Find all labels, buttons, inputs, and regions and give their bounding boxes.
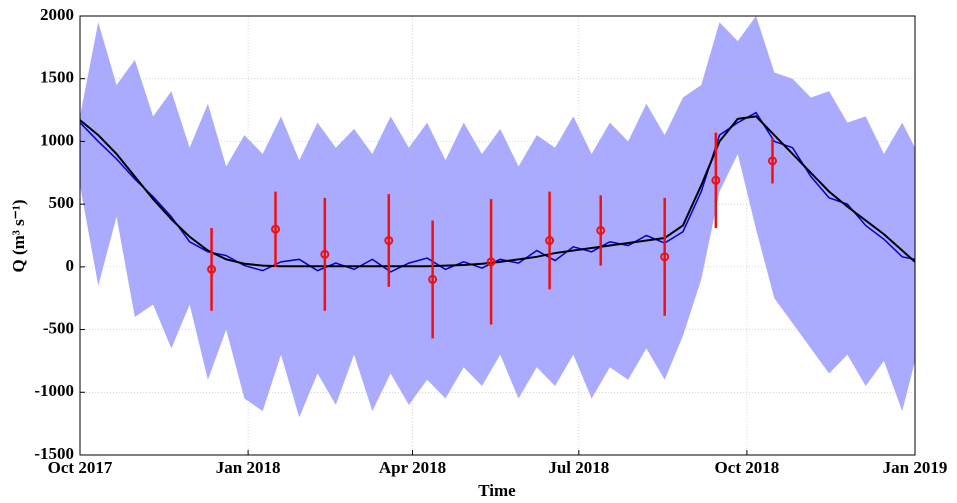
point [486, 257, 496, 267]
point [320, 249, 330, 259]
point [545, 236, 555, 246]
point [711, 175, 721, 185]
series-line [79, 111, 916, 273]
y-tick-label: 1500 [40, 68, 74, 87]
uncertainty-band [80, 16, 915, 418]
point [660, 252, 670, 262]
series-line [79, 115, 916, 268]
y-tick-label: 0 [66, 256, 75, 275]
y-tick-label: 2000 [40, 5, 74, 24]
x-tick-label: Apr 2018 [379, 458, 446, 477]
point [384, 236, 394, 246]
plot-frame [79, 15, 916, 456]
y-tick-label: 1000 [40, 130, 74, 149]
y-tick-label: -500 [43, 318, 74, 337]
x-tick-label: Oct 2017 [48, 458, 113, 477]
x-tick-label: Oct 2018 [715, 458, 780, 477]
point [428, 274, 438, 284]
point [271, 224, 281, 234]
y-axis-label: Q (m³ s⁻¹) [9, 200, 28, 273]
x-tick-label: Jan 2018 [216, 458, 281, 477]
x-tick-label: Jan 2019 [883, 458, 948, 477]
point [596, 225, 606, 235]
y-tick-label: -1500 [34, 444, 74, 463]
x-axis-label: Time [478, 481, 516, 500]
y-tick-label: -1000 [34, 381, 74, 400]
y-tick-label: 500 [49, 193, 75, 212]
point [207, 264, 217, 274]
x-tick-label: Jul 2018 [548, 458, 609, 477]
point [767, 156, 777, 166]
